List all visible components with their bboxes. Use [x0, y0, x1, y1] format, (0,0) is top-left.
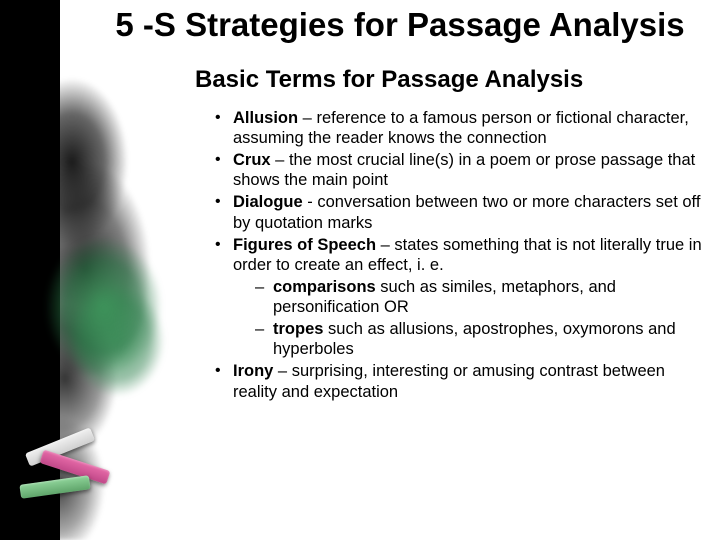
term-sep: – [271, 151, 289, 169]
term-item: Irony – surprising, interesting or amusi… [215, 361, 708, 401]
term-sep: - [303, 193, 318, 211]
term-item: Crux – the most crucial line(s) in a poe… [215, 150, 708, 190]
sub-item: tropes such as allusions, apostrophes, o… [255, 319, 708, 359]
term-name: Figures of Speech [233, 236, 376, 254]
sub-name: tropes [273, 320, 323, 338]
term-name: Dialogue [233, 193, 303, 211]
term-name: Irony [233, 362, 273, 380]
term-item: Dialogue - conversation between two or m… [215, 192, 708, 232]
slide-title: 5 -S Strategies for Passage Analysis [100, 6, 700, 44]
sub-list: comparisons such as similes, metaphors, … [255, 277, 708, 360]
term-name: Allusion [233, 109, 298, 127]
term-item: Figures of Speech – states something tha… [215, 235, 708, 360]
term-def: surprising, interesting or amusing contr… [233, 362, 665, 400]
term-sep: – [273, 362, 291, 380]
term-name: Crux [233, 151, 271, 169]
sub-name: comparisons [273, 278, 376, 296]
sub-item: comparisons such as similes, metaphors, … [255, 277, 708, 317]
terms-list: Allusion – reference to a famous person … [215, 108, 708, 402]
term-sep: – [376, 236, 394, 254]
sub-rest: such as allusions, apostrophes, oxymoron… [273, 320, 676, 358]
term-def: the most crucial line(s) in a poem or pr… [233, 151, 695, 189]
term-sep: – [298, 109, 316, 127]
slide-subtitle: Basic Terms for Passage Analysis [195, 66, 720, 94]
slide-content: 5 -S Strategies for Passage Analysis Bas… [0, 0, 720, 402]
term-item: Allusion – reference to a famous person … [215, 108, 708, 148]
